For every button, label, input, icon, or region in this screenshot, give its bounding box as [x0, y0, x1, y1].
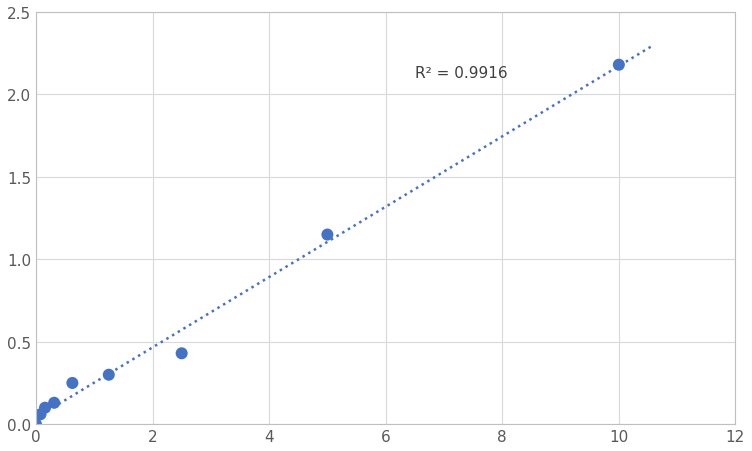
Point	[30, 421, 42, 428]
Text: R² = 0.9916: R² = 0.9916	[415, 66, 508, 81]
Point	[613, 62, 625, 69]
Point	[66, 379, 78, 387]
Point	[39, 404, 51, 411]
Point	[321, 231, 333, 239]
Point	[35, 411, 47, 418]
Point	[48, 399, 60, 406]
Point	[103, 371, 115, 378]
Point	[176, 350, 188, 357]
